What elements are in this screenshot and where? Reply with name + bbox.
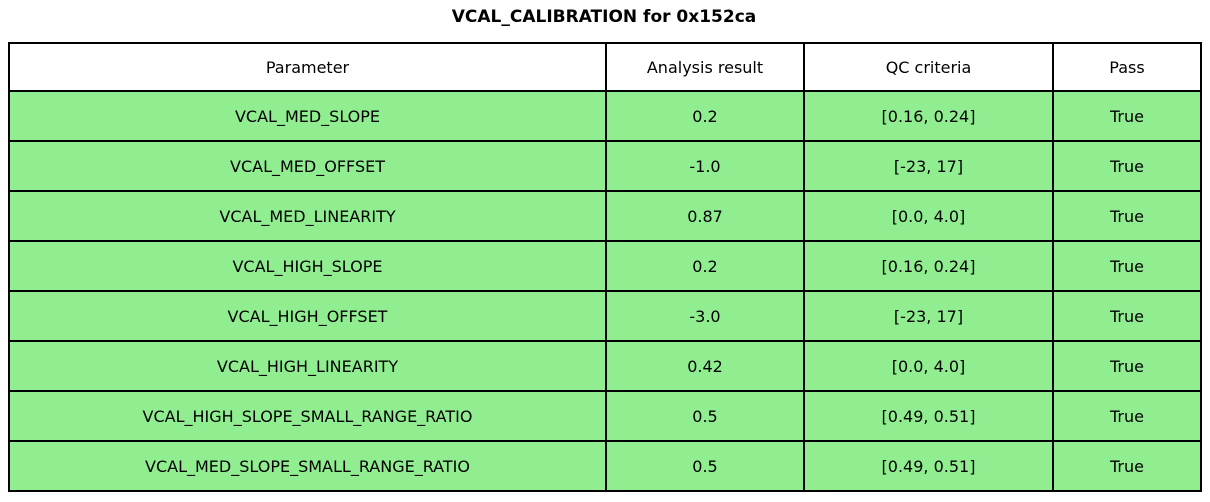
cell-pass-status: True xyxy=(1052,140,1202,192)
cell-qc-criteria: [0.16, 0.24] xyxy=(803,240,1054,292)
cell-qc-criteria: [0.49, 0.51] xyxy=(803,390,1054,442)
cell-analysis-result: 0.5 xyxy=(605,440,805,492)
cell-analysis-result: -1.0 xyxy=(605,140,805,192)
cell-qc-criteria: [0.0, 4.0] xyxy=(803,340,1054,392)
table-row: VCAL_HIGH_OFFSET -3.0 [-23, 17] True xyxy=(8,290,1202,342)
cell-qc-criteria: [0.49, 0.51] xyxy=(803,440,1054,492)
table-row: VCAL_MED_OFFSET -1.0 [-23, 17] True xyxy=(8,140,1202,192)
cell-parameter: VCAL_HIGH_OFFSET xyxy=(8,290,607,342)
table-row: VCAL_MED_SLOPE 0.2 [0.16, 0.24] True xyxy=(8,90,1202,142)
cell-analysis-result: 0.2 xyxy=(605,90,805,142)
cell-parameter: VCAL_HIGH_SLOPE_SMALL_RANGE_RATIO xyxy=(8,390,607,442)
column-header-qc-criteria: QC criteria xyxy=(803,42,1054,92)
cell-pass-status: True xyxy=(1052,340,1202,392)
cell-parameter: VCAL_MED_SLOPE xyxy=(8,90,607,142)
table-header-row: Parameter Analysis result QC criteria Pa… xyxy=(8,42,1202,92)
cell-pass-status: True xyxy=(1052,290,1202,342)
table-row: VCAL_MED_SLOPE_SMALL_RANGE_RATIO 0.5 [0.… xyxy=(8,440,1202,492)
cell-pass-status: True xyxy=(1052,240,1202,292)
cell-analysis-result: 0.2 xyxy=(605,240,805,292)
table-row: VCAL_HIGH_SLOPE 0.2 [0.16, 0.24] True xyxy=(8,240,1202,292)
cell-parameter: VCAL_MED_SLOPE_SMALL_RANGE_RATIO xyxy=(8,440,607,492)
cell-analysis-result: -3.0 xyxy=(605,290,805,342)
table-row: VCAL_MED_LINEARITY 0.87 [0.0, 4.0] True xyxy=(8,190,1202,242)
cell-analysis-result: 0.5 xyxy=(605,390,805,442)
cell-parameter: VCAL_MED_LINEARITY xyxy=(8,190,607,242)
cell-parameter: VCAL_HIGH_SLOPE xyxy=(8,240,607,292)
table-row: VCAL_HIGH_SLOPE_SMALL_RANGE_RATIO 0.5 [0… xyxy=(8,390,1202,442)
cell-qc-criteria: [0.0, 4.0] xyxy=(803,190,1054,242)
column-header-pass: Pass xyxy=(1052,42,1202,92)
cell-qc-criteria: [-23, 17] xyxy=(803,140,1054,192)
cell-parameter: VCAL_HIGH_LINEARITY xyxy=(8,340,607,392)
page-title: VCAL_CALIBRATION for 0x152ca xyxy=(451,7,757,27)
cell-analysis-result: 0.87 xyxy=(605,190,805,242)
qc-results-table: Parameter Analysis result QC criteria Pa… xyxy=(8,42,1202,492)
cell-pass-status: True xyxy=(1052,190,1202,242)
cell-pass-status: True xyxy=(1052,440,1202,492)
cell-pass-status: True xyxy=(1052,390,1202,442)
cell-pass-status: True xyxy=(1052,90,1202,142)
column-header-analysis-result: Analysis result xyxy=(605,42,805,92)
cell-analysis-result: 0.42 xyxy=(605,340,805,392)
column-header-parameter: Parameter xyxy=(8,42,607,92)
cell-qc-criteria: [-23, 17] xyxy=(803,290,1054,342)
cell-parameter: VCAL_MED_OFFSET xyxy=(8,140,607,192)
table-row: VCAL_HIGH_LINEARITY 0.42 [0.0, 4.0] True xyxy=(8,340,1202,392)
cell-qc-criteria: [0.16, 0.24] xyxy=(803,90,1054,142)
